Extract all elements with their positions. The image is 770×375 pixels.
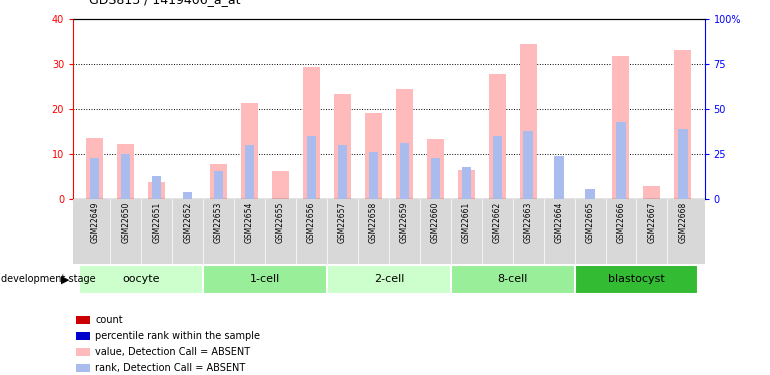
Text: value, Detection Call = ABSENT: value, Detection Call = ABSENT <box>95 347 250 357</box>
Text: GSM22666: GSM22666 <box>617 202 625 243</box>
Bar <box>334 94 351 199</box>
Text: ▶: ▶ <box>61 274 69 284</box>
Bar <box>678 129 688 199</box>
Bar <box>450 265 574 294</box>
Bar <box>76 332 90 340</box>
Text: 1-cell: 1-cell <box>250 274 280 284</box>
Text: GSM22661: GSM22661 <box>462 202 470 243</box>
Text: 8-cell: 8-cell <box>497 274 528 284</box>
Bar <box>76 364 90 372</box>
Bar <box>612 56 630 199</box>
Text: GSM22665: GSM22665 <box>585 202 594 243</box>
Text: GSM22663: GSM22663 <box>524 202 533 243</box>
Bar <box>306 136 316 199</box>
Bar <box>574 265 698 294</box>
Text: GSM22657: GSM22657 <box>338 202 347 243</box>
Bar <box>121 154 130 199</box>
Bar <box>427 140 444 199</box>
Text: GSM22658: GSM22658 <box>369 202 378 243</box>
Bar <box>400 142 409 199</box>
Text: GSM22664: GSM22664 <box>554 202 564 243</box>
Text: GSM22660: GSM22660 <box>430 202 440 243</box>
Bar <box>365 113 382 199</box>
Text: percentile rank within the sample: percentile rank within the sample <box>95 331 260 341</box>
Bar <box>272 171 289 199</box>
Text: GSM22667: GSM22667 <box>648 202 657 243</box>
Bar <box>183 192 192 199</box>
Bar <box>430 158 440 199</box>
Bar <box>554 156 564 199</box>
Text: GDS813 / 1419406_a_at: GDS813 / 1419406_a_at <box>89 0 240 6</box>
Bar <box>152 176 162 199</box>
Text: count: count <box>95 315 123 325</box>
Text: GSM22662: GSM22662 <box>493 202 502 243</box>
Text: GSM22668: GSM22668 <box>678 202 688 243</box>
Bar <box>203 265 327 294</box>
Bar <box>396 88 413 199</box>
Bar <box>76 316 90 324</box>
Text: GSM22652: GSM22652 <box>183 202 192 243</box>
Text: GSM22653: GSM22653 <box>214 202 223 243</box>
Bar <box>210 164 227 199</box>
Bar <box>457 170 475 199</box>
Bar <box>303 68 320 199</box>
Text: development stage: development stage <box>1 274 95 284</box>
Bar <box>76 348 90 356</box>
Bar <box>79 265 203 294</box>
Text: oocyte: oocyte <box>122 274 160 284</box>
Text: rank, Detection Call = ABSENT: rank, Detection Call = ABSENT <box>95 363 246 373</box>
Bar <box>585 189 594 199</box>
Bar <box>90 158 99 199</box>
Bar <box>616 122 626 199</box>
Bar <box>369 152 378 199</box>
Bar <box>214 171 223 199</box>
Text: 2-cell: 2-cell <box>373 274 404 284</box>
Bar <box>489 74 506 199</box>
Bar <box>493 136 502 199</box>
Text: GSM22654: GSM22654 <box>245 202 254 243</box>
Text: GSM22649: GSM22649 <box>90 202 99 243</box>
Bar <box>338 145 347 199</box>
Text: GSM22659: GSM22659 <box>400 202 409 243</box>
Bar <box>524 131 533 199</box>
Bar <box>241 103 258 199</box>
Bar <box>245 145 254 199</box>
Bar <box>675 50 691 199</box>
Bar <box>86 138 103 199</box>
Bar <box>327 265 450 294</box>
Bar <box>117 144 134 199</box>
Bar <box>644 186 661 199</box>
Text: blastocyst: blastocyst <box>608 274 665 284</box>
Bar <box>461 167 471 199</box>
Bar <box>148 182 166 199</box>
Bar <box>520 44 537 199</box>
Text: GSM22650: GSM22650 <box>121 202 130 243</box>
Text: GSM22656: GSM22656 <box>307 202 316 243</box>
Text: GSM22655: GSM22655 <box>276 202 285 243</box>
Text: GSM22651: GSM22651 <box>152 202 161 243</box>
